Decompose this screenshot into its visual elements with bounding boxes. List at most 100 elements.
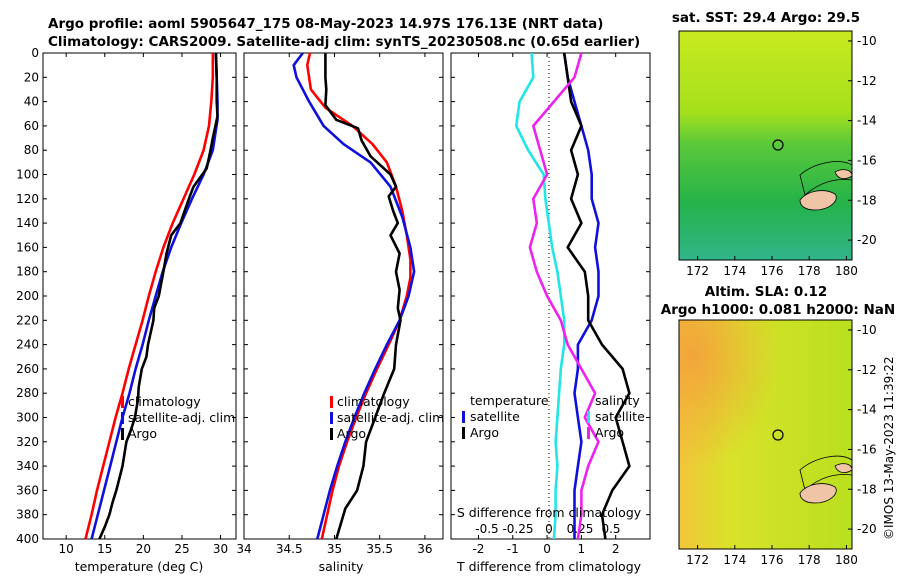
series-line-satellite-adj-clim — [292, 53, 416, 539]
s-tick-label: -0.5 — [475, 522, 498, 536]
map-x-tick-label: 176 — [761, 264, 784, 278]
legend-swatch-argo — [330, 428, 333, 440]
series-line-satellite-adj-clim — [90, 53, 219, 539]
temperature-panel-frame — [42, 52, 237, 540]
sst-map-frame — [678, 30, 853, 261]
temperature-panel: 0204060801001201401601802002202402602803… — [16, 46, 650, 574]
legend-s-satellite: satellite — [595, 409, 645, 424]
sst-map-argo-marker — [772, 139, 784, 151]
map-y-tick-label: -16 — [857, 442, 877, 456]
salinity-panel: 34 34.5 35 35.5 36 salinity climatology sate… — [236, 52, 444, 574]
y-tick-label: 240 — [16, 338, 39, 352]
map-y-tick-label: -18 — [857, 193, 877, 207]
s-difference-x-axis: -0.5 -0.25 0 0.25 0.5 — [475, 522, 620, 536]
x-tick-label: 10 — [59, 542, 74, 556]
legend-climatology: climatology — [128, 394, 201, 409]
s-tick-label: -0.25 — [502, 522, 533, 536]
sst-map: sat. SST: 29.4 Argo: 29.5 172 174 176 178 18… — [672, 10, 877, 278]
series-line-temperature-argo — [562, 53, 631, 539]
legend-t-satellite: satellite — [470, 409, 520, 424]
x-tick-label: 36 — [417, 542, 432, 556]
temperature-legend: climatology satellite-adj. clim Argo — [121, 394, 235, 441]
sst-map-title: sat. SST: 29.4 Argo: 29.5 — [672, 10, 860, 26]
map-x-tick-label: 174 — [723, 264, 746, 278]
salinity-panel-frame — [243, 52, 444, 540]
map-y-tick-label: -16 — [857, 153, 877, 167]
y-tick-label: 400 — [16, 532, 39, 546]
difference-legend-temperature: temperature satellite Argo — [462, 393, 549, 440]
y-tick-label: 140 — [16, 216, 39, 230]
series-line-salinity-satellite — [514, 53, 566, 539]
y-tick-label: 300 — [16, 411, 39, 425]
map-y-tick-label: -10 — [857, 34, 877, 48]
map-x-tick-label: 180 — [835, 264, 858, 278]
legend-s-argo: Argo — [595, 425, 624, 440]
difference-panel-frame — [450, 52, 651, 540]
map-y-tick-label: -12 — [857, 363, 877, 377]
legend-swatch-climatology — [121, 396, 124, 408]
map-x-tick-label: 174 — [723, 553, 746, 567]
legend-salinity-title: salinity — [595, 393, 640, 408]
y-tick-label: 80 — [24, 143, 39, 157]
sst-map-axes: 172 174 176 178 180 -10 -12 -14 -16 -18 -20 — [686, 34, 876, 278]
salinity-xlabel: salinity — [319, 559, 364, 574]
t-difference-xlabel: T difference from climatology — [456, 559, 642, 574]
credit-text: ©IMOS 13-May-2023 11:39:22 — [882, 356, 896, 540]
x-tick-label: 30 — [213, 542, 228, 556]
series-line-argo — [98, 53, 219, 539]
y-tick-label: 100 — [16, 168, 39, 182]
x-tick-label: 15 — [97, 542, 112, 556]
y-tick-label: 260 — [16, 362, 39, 376]
map-x-tick-label: 176 — [761, 553, 784, 567]
legend-satellite: satellite-adj. clim — [128, 410, 235, 425]
y-tick-label: 360 — [16, 483, 39, 497]
map-x-tick-label: 178 — [798, 264, 821, 278]
y-tick-label: 60 — [24, 119, 39, 133]
map-x-tick-label: 180 — [835, 553, 858, 567]
s-tick-label: 0 — [545, 522, 553, 536]
x-tick-label: 0 — [543, 542, 551, 556]
map-y-tick-label: -14 — [857, 403, 877, 417]
legend-swatch-climatology — [330, 396, 333, 408]
sla-map-frame — [678, 319, 853, 550]
y-tick-label: 180 — [16, 265, 39, 279]
map-x-tick-label: 178 — [798, 553, 821, 567]
legend-argo: Argo — [337, 426, 366, 441]
legend-swatch-argo — [121, 428, 124, 440]
y-tick-label: 380 — [16, 508, 39, 522]
x-tick-label: 35.5 — [366, 542, 393, 556]
title-line1: Argo profile: aoml 5905647_175 08-May-20… — [48, 16, 603, 32]
series-line-climatology — [84, 53, 215, 539]
x-tick-label: -1 — [507, 542, 519, 556]
salinity-legend: climatology satellite-adj. clim Argo — [330, 394, 444, 441]
x-tick-label: 25 — [174, 542, 189, 556]
legend-swatch-t-satellite — [462, 411, 465, 423]
map-x-tick-label: 172 — [686, 553, 709, 567]
sla-map-subtitle: Argo h1000: 0.081 h2000: NaN — [661, 302, 895, 318]
map-y-tick-label: -12 — [857, 74, 877, 88]
legend-temperature-title: temperature — [470, 393, 549, 408]
depth-axis: 0 20 40 60 80 100 120 140 160 180 200 220 240 260 280 3… — [16, 46, 650, 546]
x-tick-label: 20 — [136, 542, 151, 556]
x-tick-label: 34 — [236, 542, 251, 556]
legend-swatch-satellite — [330, 412, 333, 424]
map-x-tick-label: 172 — [686, 264, 709, 278]
y-tick-label: 320 — [16, 435, 39, 449]
legend-swatch-s-satellite — [587, 411, 590, 423]
s-difference-label: S difference from climatology — [457, 505, 642, 520]
salinity-x-axis: 34 34.5 35 35.5 36 — [236, 53, 433, 556]
sla-map-title: Altim. SLA: 0.12 — [705, 284, 827, 300]
x-tick-label: 2 — [612, 542, 620, 556]
series-line-temperature-satellite — [562, 53, 600, 539]
map-y-tick-label: -10 — [857, 323, 877, 337]
legend-swatch-t-argo — [462, 427, 465, 439]
series-line-argo — [324, 53, 402, 539]
title-line2: Climatology: CARS2009. Satellite-adj cli… — [48, 34, 640, 50]
sla-map: Altim. SLA: 0.12 Argo h1000: 0.081 h2000… — [661, 284, 895, 567]
legend-satellite: satellite-adj. clim — [337, 410, 444, 425]
legend-argo: Argo — [128, 426, 157, 441]
s-tick-label: 0.5 — [601, 522, 620, 536]
y-tick-label: 160 — [16, 240, 39, 254]
x-tick-label: -2 — [472, 542, 484, 556]
